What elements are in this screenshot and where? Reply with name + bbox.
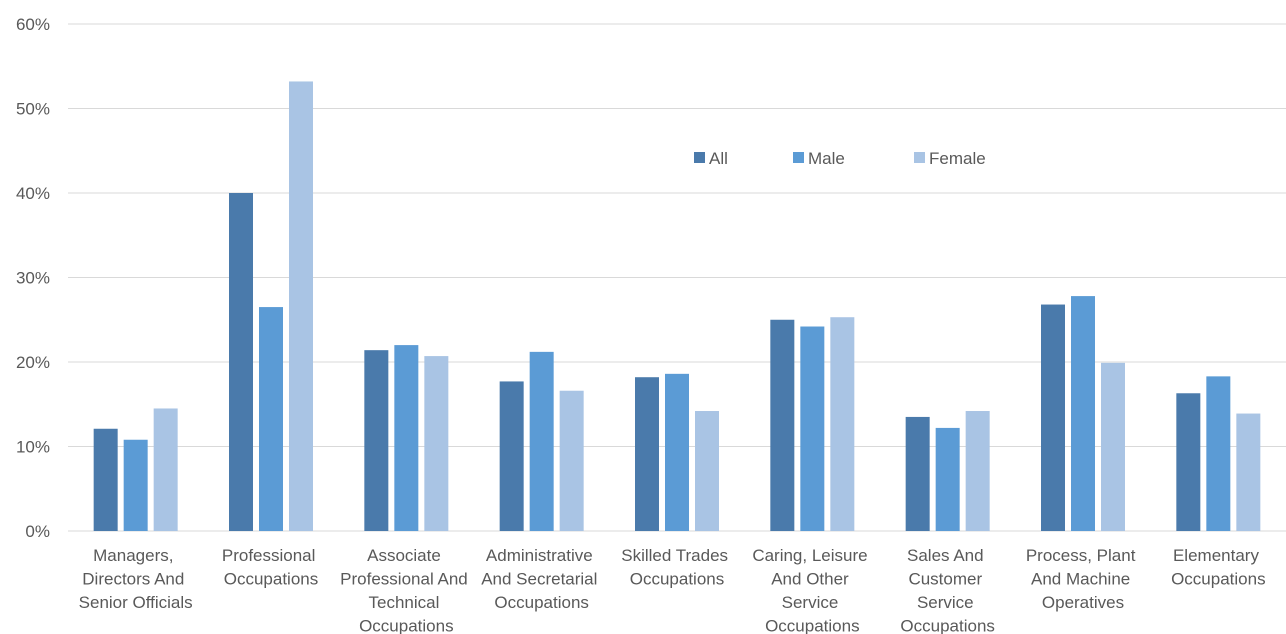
bar bbox=[93, 428, 118, 531]
legend-label: Male bbox=[808, 149, 845, 168]
bar bbox=[1206, 376, 1231, 531]
bar bbox=[1041, 304, 1065, 531]
bar bbox=[364, 350, 389, 531]
legend-swatch bbox=[914, 152, 925, 163]
y-tick-label: 10% bbox=[16, 438, 50, 457]
y-tick-label: 0% bbox=[25, 522, 50, 541]
legend-label: All bbox=[709, 149, 728, 168]
x-tick-label: Elementary Occupations bbox=[1171, 546, 1266, 589]
bar bbox=[1236, 413, 1261, 531]
bar bbox=[1176, 393, 1201, 531]
bar bbox=[259, 307, 283, 531]
bar bbox=[935, 427, 960, 531]
bar bbox=[499, 381, 524, 531]
y-tick-label: 30% bbox=[16, 269, 50, 288]
bar bbox=[289, 81, 313, 532]
x-tick-label: Associate Professional And Technical Occ… bbox=[340, 546, 472, 634]
bar bbox=[1101, 362, 1125, 531]
bar bbox=[559, 390, 584, 531]
bar bbox=[229, 193, 253, 531]
bar bbox=[695, 411, 719, 531]
bar bbox=[965, 411, 990, 531]
bar bbox=[1071, 296, 1095, 531]
bar bbox=[394, 345, 419, 531]
legend-label: Female bbox=[929, 149, 986, 168]
bar bbox=[424, 356, 449, 531]
y-tick-label: 40% bbox=[16, 184, 50, 203]
bar bbox=[123, 439, 148, 531]
bar bbox=[635, 377, 659, 531]
x-tick-label: Process, Plant And Machine Operatives bbox=[1026, 546, 1140, 612]
x-tick-label: Managers, Directors And Senior Officials bbox=[79, 546, 193, 612]
bar bbox=[770, 319, 795, 531]
bar bbox=[830, 317, 855, 531]
y-tick-label: 20% bbox=[16, 353, 50, 372]
bar bbox=[665, 373, 689, 531]
x-tick-label: Administrative And Secretarial Occupatio… bbox=[481, 546, 602, 612]
legend-swatch bbox=[793, 152, 804, 163]
bar bbox=[800, 326, 825, 531]
y-tick-label: 60% bbox=[16, 15, 50, 34]
x-tick-label: Sales And Customer Service Occupations bbox=[900, 546, 995, 634]
bar bbox=[905, 416, 930, 531]
x-tick-label: Caring, Leisure And Other Service Occupa… bbox=[752, 546, 872, 634]
x-tick-label: Skilled Trades Occupations bbox=[621, 546, 733, 589]
bar bbox=[153, 408, 178, 531]
y-tick-label: 50% bbox=[16, 100, 50, 119]
bar bbox=[529, 351, 554, 531]
x-tick-label: Professional Occupations bbox=[222, 546, 320, 589]
legend-swatch bbox=[694, 152, 705, 163]
